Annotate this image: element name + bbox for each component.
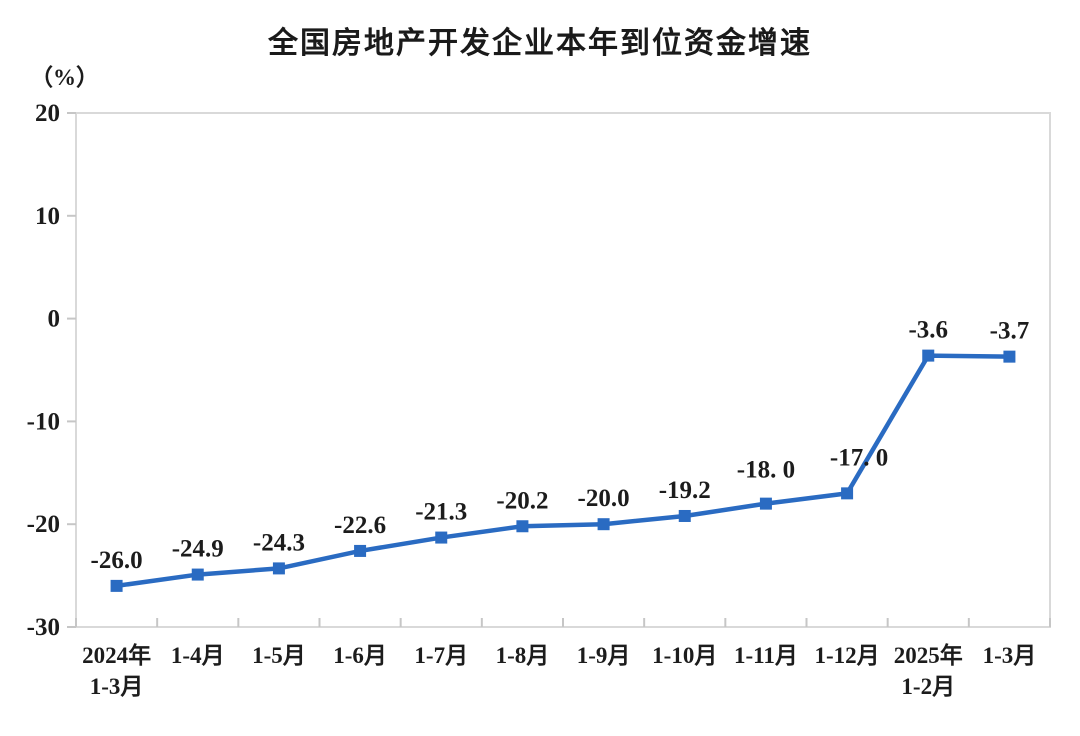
x-axis-category-label: 1-2月: [901, 674, 955, 699]
x-axis-category-label: 1-8月: [496, 643, 550, 668]
data-label: -21.3: [415, 499, 467, 526]
data-label: -19.2: [659, 477, 711, 504]
data-label: -17. 0: [830, 444, 888, 471]
x-axis-category-label: 2024年: [82, 642, 151, 668]
chart-title: 全国房地产开发企业本年到位资金增速: [268, 27, 812, 60]
y-axis-tick-label: -20: [27, 511, 60, 538]
data-label: -18. 0: [737, 457, 795, 484]
data-point-marker: [1003, 350, 1016, 363]
data-point-marker: [759, 497, 772, 510]
x-axis-category-label: 1-9月: [577, 643, 631, 668]
x-axis-category-label: 1-12月: [814, 643, 879, 668]
data-label: -3.7: [990, 318, 1030, 345]
data-label: -24.3: [253, 529, 305, 556]
data-line: [116, 353, 1010, 589]
data-label: -20.2: [496, 487, 548, 514]
data-point-marker: [110, 579, 123, 592]
x-axis-category-label: 1-10月: [652, 643, 717, 668]
y-axis-tick-label: -30: [27, 614, 60, 641]
data-point-marker: [435, 531, 448, 544]
data-label: -22.6: [334, 512, 386, 539]
data-point-marker: [191, 568, 204, 581]
x-axis-category-label: 1-11月: [734, 643, 798, 668]
data-point-marker: [354, 544, 367, 557]
data-point-marker: [516, 520, 529, 533]
x-axis-category-label: 2025年: [894, 642, 963, 668]
x-axis-category-label: 1-7月: [414, 643, 468, 668]
data-point-marker: [841, 487, 854, 500]
x-axis-category-label: 1-5月: [252, 643, 306, 668]
x-axis-category-label: 1-3月: [983, 643, 1037, 668]
data-label: -24.9: [172, 536, 224, 563]
y-axis-unit-label: （%）: [30, 65, 99, 90]
y-axis-tick-label: 10: [35, 203, 60, 230]
y-axis-tick-label: 0: [48, 306, 61, 333]
data-point-marker: [922, 349, 935, 362]
data-point-marker: [272, 562, 285, 575]
y-axis-tick-label: 20: [35, 100, 60, 127]
x-axis-category-label: 1-6月: [333, 643, 387, 668]
data-label: -20.0: [578, 485, 630, 512]
y-axis-tick-label: -10: [27, 408, 60, 435]
data-point-marker: [678, 509, 691, 522]
x-axis-category-label: 1-4月: [171, 643, 225, 668]
data-label: -3.6: [908, 317, 948, 344]
data-point-marker: [597, 518, 610, 531]
x-axis-category-label: 1-3月: [90, 674, 144, 699]
data-label: -26.0: [91, 547, 143, 574]
